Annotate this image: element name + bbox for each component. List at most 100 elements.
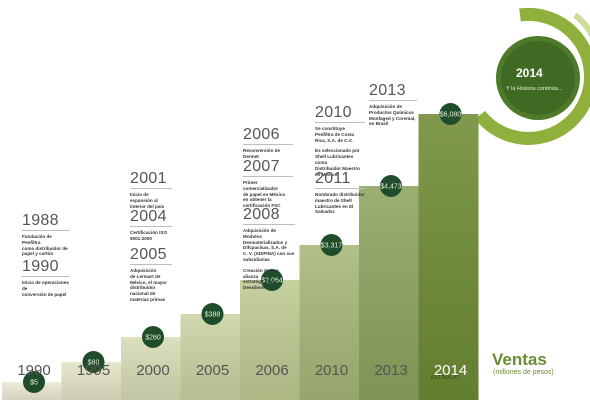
x-label-1990: 1990 (17, 362, 50, 379)
milestone-2006: 2006 Reconversión de Dermet (243, 126, 293, 160)
milestone-text: Se constituye Penfiltra de Costa Rica, S.A… (315, 126, 365, 143)
milestone-year: 1990 (22, 258, 59, 275)
value-label-1995: $80 (88, 360, 100, 367)
value-marker-1995 (82, 351, 105, 373)
value-label-1990: $5 (30, 380, 38, 387)
milestone-line: Nombrado distribuidor (315, 192, 365, 197)
bar-shade-2010 (299, 245, 360, 400)
value-marker-2006 (261, 269, 283, 291)
value-marker-1990 (23, 371, 45, 393)
milestone-text: Fundación de Penfiltra como distribuidor … (22, 234, 70, 257)
bar-shade-2013 (359, 186, 419, 400)
milestone-line: Inicio de expansión al (130, 192, 158, 203)
milestone-year: 1988 (22, 212, 59, 229)
bar-shade-2014 (418, 114, 479, 400)
value-marker-2000 (142, 326, 164, 348)
milestone-line: Adquisición de (369, 104, 402, 109)
milestone-line: Adquisición (130, 268, 157, 273)
value-label-2005: $388 (205, 312, 221, 319)
x-label-1995: 1995 (77, 362, 110, 379)
x-label-2010: 2010 (315, 362, 348, 379)
milestone-text: Primer comercializador de papel en México… (243, 180, 293, 209)
x-label-2005: 2005 (196, 362, 229, 379)
chart-title: Ventas (492, 350, 547, 369)
milestone-line: de papel en México (243, 191, 286, 197)
milestone-line: materias primas (130, 296, 166, 302)
milestone-line: Adquisición de Modulos (243, 228, 276, 239)
milestone-line: como distribuidor de (22, 245, 68, 251)
milestone-line: Productos Químicos (369, 109, 414, 115)
milestone-text: Adquisición de Lermart de México, el mayor… (130, 268, 172, 303)
milestone-text: Adquisición de Productos Químicos Monfaged… (369, 104, 417, 127)
milestone-1988: 1988 Fundación de Penfiltra como distribui… (22, 212, 70, 257)
milestone-year: 2007 (243, 158, 280, 175)
markers-group: $5 $80 $260 $388 $2,064 $3,317 $4,473 $6,080 (23, 103, 462, 393)
history-ring-icon (474, 7, 590, 145)
x-label-2013: 2013 (374, 362, 407, 379)
milestone-text: Reconversión de Dermet (243, 148, 293, 160)
milestone-year: 2001 (130, 170, 167, 187)
x-label-2006: 2006 (255, 362, 288, 379)
milestone-line: de Lermart de (130, 273, 161, 279)
badge-year: 2014 (516, 66, 543, 80)
chart-subtitle: (millones de pesos) (493, 369, 554, 376)
milestone-line: Monfaged y Coremal, (369, 115, 416, 121)
value-label-2010: $3,317 (321, 243, 343, 250)
milestone-line: Se constituye (315, 126, 345, 131)
milestone-line: Distribuidor Maestro (315, 165, 360, 171)
milestone-rule (130, 188, 172, 189)
value-label-2014: $6,080 (440, 112, 462, 119)
value-marker-2005 (201, 303, 224, 325)
milestone-text: Inicio de expansión al interior del país (130, 192, 172, 209)
milestone-line: 9001:2000 (130, 235, 152, 241)
milestone-rule (22, 230, 70, 231)
milestone-line: Lubricantes en El (315, 203, 354, 209)
milestone-rule (22, 276, 70, 277)
milestone-2008: 2008 Adquisición de Modulos Desmaterializa… (243, 206, 295, 291)
milestone-line: Creación de una alianza (243, 267, 279, 279)
bar-shade-2005 (180, 314, 241, 400)
milestone-line: Reconversión de Dermet (243, 148, 281, 159)
milestone-line: maestro de Shell (315, 197, 352, 203)
milestone-text: Adquisición de Modulos Desmaterializados … (243, 228, 295, 263)
milestone-line: Primer comercializador (243, 180, 278, 191)
milestone-line: en México (315, 171, 338, 177)
milestone-year: 2013 (369, 82, 406, 99)
milestone-line: papel y cartón (22, 251, 54, 257)
value-label-2006: $2,064 (261, 278, 283, 285)
milestone-line: Salvador. (315, 209, 336, 215)
value-marker-2013 (380, 175, 402, 197)
milestone-text-extra: Creación de una alianza estratégica con D… (243, 268, 295, 291)
milestone-line: estratégica con Dessilvom (243, 279, 277, 291)
milestone-year: 2004 (130, 208, 167, 225)
milestone-text: Inicio de operaciones de conversión de pa… (22, 280, 70, 297)
milestone-rule (243, 176, 293, 177)
bar-shade-2006 (240, 280, 300, 400)
milestone-line: Certificación ISO (130, 230, 168, 235)
milestone-line: Difcpaclsas, S.A. de (243, 245, 287, 251)
milestone-2011: 2011 Nombrado distribuidor maestro de Shel… (315, 170, 365, 215)
milestone-line: Inicio de operaciones de (22, 280, 69, 291)
milestone-2007: 2007 Primer comercializador de papel en Mé… (243, 158, 293, 209)
milestone-year: 2008 (243, 206, 280, 223)
milestone-2005: 2005 Adquisición de Lermart de México, el m… (130, 246, 172, 303)
milestone-rule (130, 226, 172, 227)
milestone-2001: 2001 Inicio de expansión al interior del p… (130, 170, 172, 209)
milestone-rule (243, 144, 293, 145)
milestone-line: Fundación de Penfiltra (22, 234, 52, 245)
value-label-2000: $260 (145, 335, 161, 342)
milestone-line: subsidiarias (243, 256, 270, 262)
milestone-line: certificación FSC (243, 203, 281, 209)
milestone-line: Desmaterializados y (243, 239, 288, 245)
x-labels-group: 1990 1995 2000 2005 2006 2010 2013 2014 (17, 362, 467, 379)
milestone-line: Shell Lubricantes como (315, 154, 354, 165)
milestone-line: Rica, S.A. de C.V. (315, 137, 353, 143)
milestone-rule (315, 188, 365, 189)
milestone-line: nacional de (130, 291, 156, 297)
milestone-year: 2010 (315, 104, 352, 121)
value-label-2013: $4,473 (380, 184, 402, 191)
milestone-text-extra: Es seleccionado por Shell Lubricantes com… (315, 148, 365, 177)
milestone-line: Es seleccionado por (315, 148, 360, 154)
milestone-text: Nombrado distribuidor maestro de Shell Lub… (315, 192, 365, 215)
